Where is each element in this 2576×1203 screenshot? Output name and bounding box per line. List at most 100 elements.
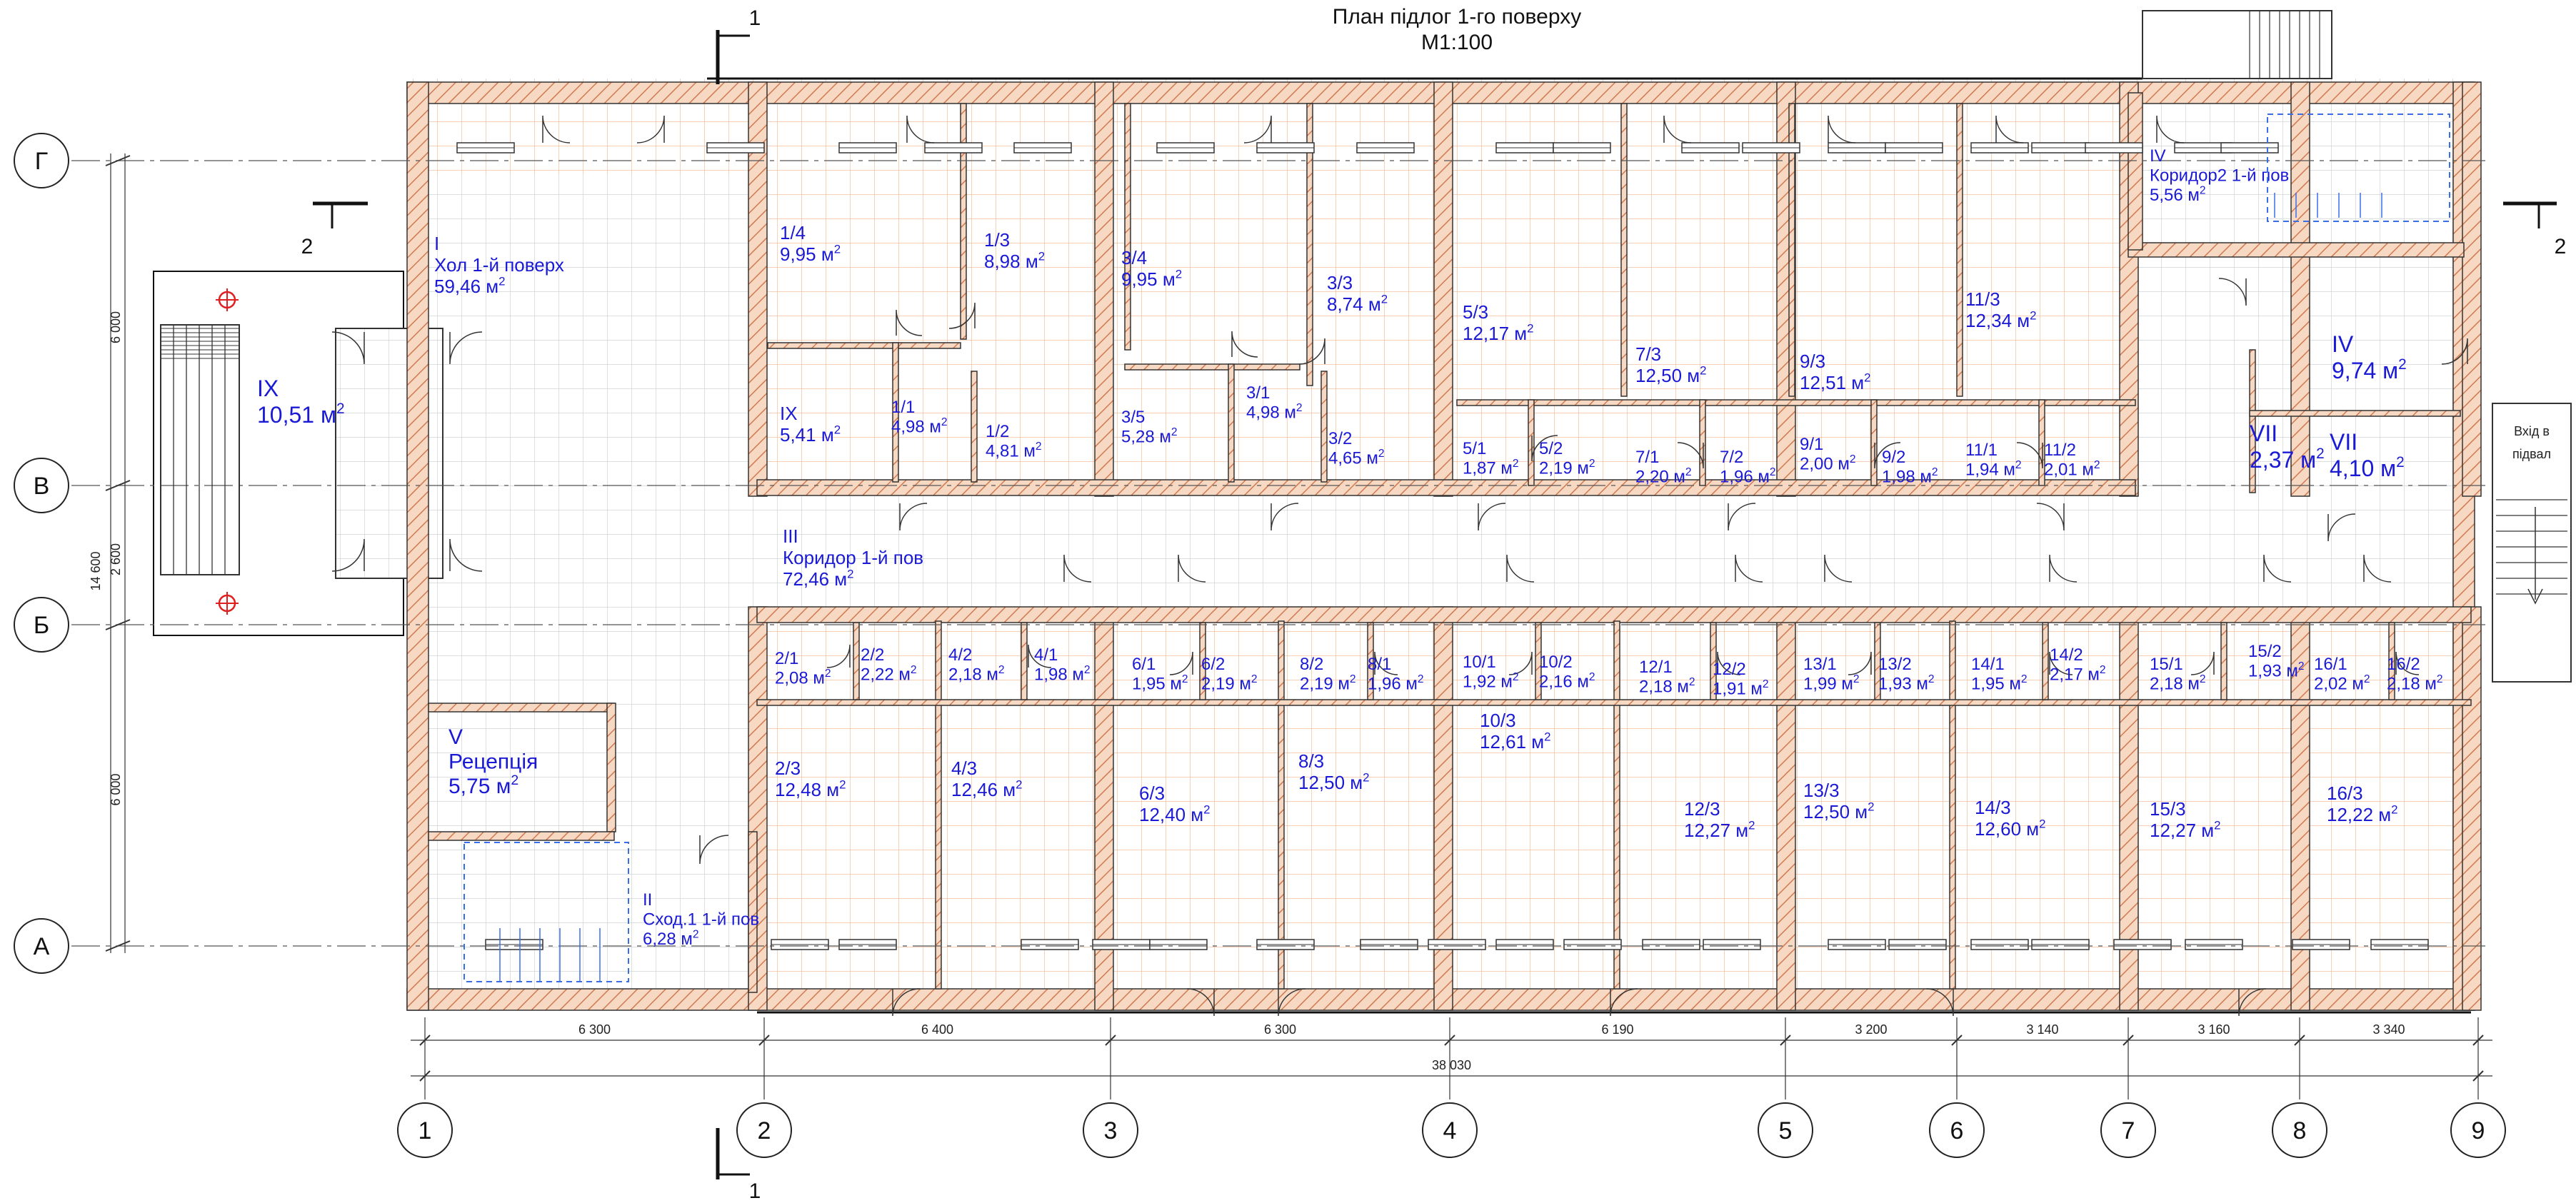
porch-stairs (160, 324, 240, 575)
room-text-14: 9/3 12,51 м2 (1800, 351, 1871, 393)
room-area-sup-57: 2 (1868, 800, 1874, 814)
room-line-5-0: 3/3 (1327, 272, 1353, 293)
room-area-20: 2,00 м (1800, 455, 1850, 474)
room-line-34-0: 6/2 (1201, 655, 1225, 674)
wall-stair-e (748, 831, 758, 993)
room-label-40: 12/2 1,91 м2 (1713, 660, 1769, 699)
room-area-21: 1,98 м (1882, 468, 1932, 487)
room-text-46: 15/2 1,93 м2 (2248, 642, 2305, 681)
partition-south-1 (1278, 620, 1285, 990)
axis-row-bubble-1 (14, 458, 69, 513)
room-area-7: 4,98 м (891, 418, 941, 437)
room-text-42: 13/2 1,93 м2 (1878, 655, 1935, 694)
door-32 (1169, 651, 1193, 675)
room-area-8: 4,81 м (986, 442, 1036, 461)
room-label-37: 10/1 1,92 м2 (1463, 653, 1519, 692)
room-label-43: 14/1 1,95 м2 (1971, 655, 2028, 694)
dim-tick-7 (2294, 1035, 2305, 1046)
annotations-layer: 1 1 2 2 Вхід в підвал (160, 6, 2572, 1203)
room-area-18: 2,20 м (1635, 468, 1685, 487)
room-area-sup-34: 2 (1251, 673, 1258, 685)
room-line-27-0: VII (2330, 429, 2357, 455)
door-21 (2327, 513, 2356, 542)
room-area-sup-8: 2 (1036, 441, 1042, 453)
room-label-32: 4/1 1,98 м2 (1034, 645, 1091, 685)
axis-label-3: 3 (1104, 1117, 1118, 1144)
room-area-37: 1,92 м (1463, 673, 1513, 692)
room-text-7: 1/1 4,98 м2 (891, 398, 948, 437)
room-text-5: 3/3 8,74 м2 (1327, 272, 1388, 315)
room-text-39: 12/1 2,18 м2 (1639, 658, 1695, 697)
room-text-51: 2/3 12,48 м2 (775, 757, 846, 800)
partition-small-3 (1320, 371, 1328, 483)
room-area-44: 2,17 м (2050, 665, 2100, 685)
room-line-54-0: 8/3 (1298, 750, 1324, 772)
room-line-18-0: 7/1 (1635, 448, 1659, 467)
room-area-58: 12,60 м (1975, 818, 2039, 840)
room-line-59-0: 15/3 (2150, 798, 2186, 820)
dim-span-4: 3 200 (1855, 1022, 1887, 1037)
room-area-53: 12,40 м (1139, 804, 1203, 825)
axis-label-2: 2 (758, 1117, 771, 1144)
door-29 (2363, 554, 2392, 583)
room-line-40-0: 12/2 (1713, 660, 1746, 679)
dim-vertical-2: 6 000 (109, 773, 123, 805)
door-33 (1374, 651, 1398, 675)
room-label-26: VII 2,37 м2 (2250, 421, 2325, 473)
room-area-sup-60: 2 (2391, 803, 2397, 817)
room-line-22-0: 11/1 (1965, 441, 1998, 460)
room-area-sup-12: 2 (1527, 322, 1533, 336)
room-line-7-0: 1/1 (891, 398, 915, 417)
axis-row-bubble-2 (14, 597, 69, 653)
room-text-29: 2/1 2,08 м2 (775, 649, 831, 688)
dim-vert-tick-3 (105, 940, 131, 952)
room-label-20: 9/1 2,00 м2 (1800, 435, 1856, 474)
section-1-bottom-label: 1 (749, 1179, 761, 1203)
door-16 (899, 503, 928, 531)
room-area-sup-36: 2 (1418, 673, 1424, 685)
partition-small-5 (1699, 399, 1706, 486)
door-5 (1828, 115, 1856, 144)
room-label-38: 10/2 2,16 м2 (1539, 653, 1595, 692)
dim-tick-3 (1444, 1035, 1455, 1046)
room-label-8: 1/2 4,81 м2 (986, 422, 1042, 461)
room-label-21: 9/2 1,98 м2 (1882, 448, 1938, 487)
wall-axis-north-2 (1433, 81, 1453, 497)
room-line-39-0: 12/1 (1639, 658, 1673, 677)
room-label-46: 15/2 1,93 м2 (2248, 642, 2305, 681)
room-text-30: 2/2 2,22 м2 (861, 645, 917, 685)
wall-east-h (2249, 410, 2461, 417)
room-text-25: IV 9,74 м2 (2332, 331, 2407, 383)
room-area-52: 12,46 м (951, 779, 1016, 800)
room-label-5: 3/3 8,74 м2 (1327, 272, 1388, 315)
room-area-sup-20: 2 (1850, 453, 1856, 465)
door-35 (1717, 651, 1741, 675)
door-3 (1243, 115, 1272, 144)
room-text-48: 16/2 2,18 м2 (2387, 655, 2443, 694)
partition-small-6 (1870, 399, 1878, 486)
partition-north-4 (1788, 103, 1795, 397)
room-label-49: V Рецепція 5,75 м2 (448, 725, 538, 798)
room-label-41: 13/1 1,99 м2 (1803, 655, 1860, 694)
room-text-33: 6/1 1,95 м2 (1132, 655, 1188, 694)
wall-corridor-north (756, 479, 2136, 496)
room-area-57: 12,50 м (1803, 801, 1868, 822)
room-area-41: 1,99 м (1803, 675, 1853, 694)
grid-axes-layer: 1 2 3 4 5 6 7 8 9 Г В Б А (14, 133, 2506, 1158)
room-area-sup-50: 2 (693, 929, 699, 941)
room-text-38: 10/2 2,16 м2 (1539, 653, 1595, 692)
room-label-58: 14/3 12,60 м2 (1975, 797, 2046, 840)
room-area-sup-55: 2 (1544, 730, 1550, 744)
room-text-11: 3/2 4,65 м2 (1328, 429, 1385, 468)
door-39 (2395, 651, 2420, 675)
room-area-sup-19: 2 (1770, 466, 1776, 478)
room-line-31-0: 4/2 (948, 645, 972, 665)
wall-axis-south-6 (2462, 606, 2482, 1011)
axis-label-7: 7 (2122, 1117, 2135, 1144)
dim-vert-tick-0 (105, 155, 131, 166)
room-line-21-0: 9/2 (1882, 448, 1905, 467)
axis-bubble-2 (736, 1102, 792, 1158)
room-area-46: 1,93 м (2248, 662, 2298, 681)
wall-east-corridor2 (2128, 242, 2465, 258)
door-0 (542, 115, 571, 144)
